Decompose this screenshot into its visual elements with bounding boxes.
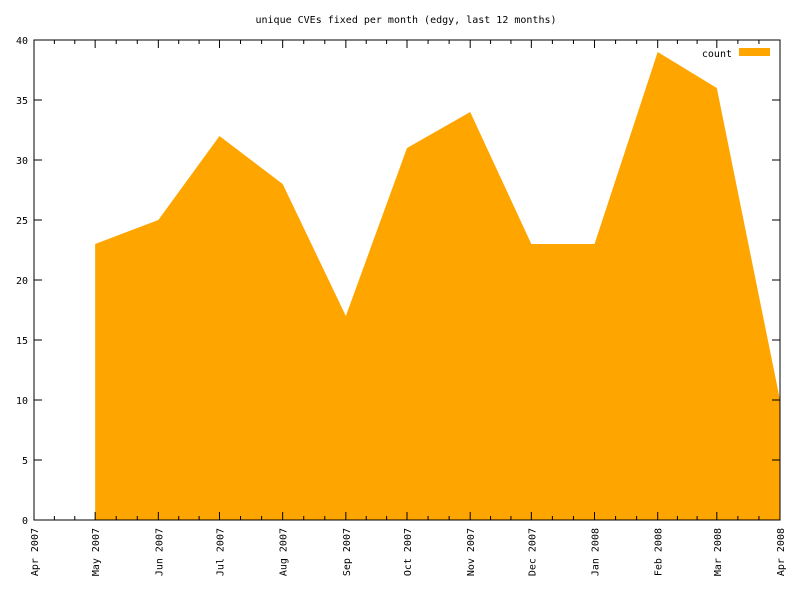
x-tick-label: Oct 2007 (403, 528, 414, 576)
legend: count (702, 48, 770, 60)
x-axis: Apr 2007 May 2007 Jun 2007 Jul 2007 Aug 2007… (30, 40, 787, 576)
x-tick-label: Dec 2007 (527, 528, 538, 576)
x-tick-label: Jan 2008 (591, 528, 602, 576)
y-tick-label: 20 (16, 276, 28, 287)
x-tick-label: May 2007 (91, 528, 102, 576)
area-series-0 (95, 52, 780, 520)
x-tick-label: Jul 2007 (215, 528, 226, 576)
y-tick-label: 0 (22, 516, 28, 527)
x-tick-label: Jun 2007 (154, 528, 165, 576)
area-layer (95, 52, 780, 520)
x-tick-label: Mar 2008 (713, 528, 724, 576)
y-tick-label: 25 (16, 216, 28, 227)
x-tick-label: Apr 2007 (30, 528, 41, 576)
y-tick-label: 30 (16, 156, 28, 167)
x-tick-label: Apr 2008 (776, 528, 787, 576)
y-tick-label: 10 (16, 396, 28, 407)
y-axis: 0 5 10 15 20 25 30 35 40 (16, 36, 780, 527)
chart-title: unique CVEs fixed per month (edgy, last … (255, 15, 556, 26)
y-tick-label: 35 (16, 96, 28, 107)
y-tick-label: 5 (22, 456, 28, 467)
x-tick-label: Aug 2007 (279, 528, 290, 576)
x-tick-label: Feb 2008 (654, 528, 665, 576)
x-tick-label: Nov 2007 (466, 528, 477, 576)
x-tick-label: Sep 2007 (342, 528, 353, 576)
y-tick-label: 15 (16, 336, 28, 347)
legend-swatch (739, 48, 770, 56)
legend-label: count (702, 49, 732, 60)
y-tick-label: 40 (16, 36, 28, 47)
